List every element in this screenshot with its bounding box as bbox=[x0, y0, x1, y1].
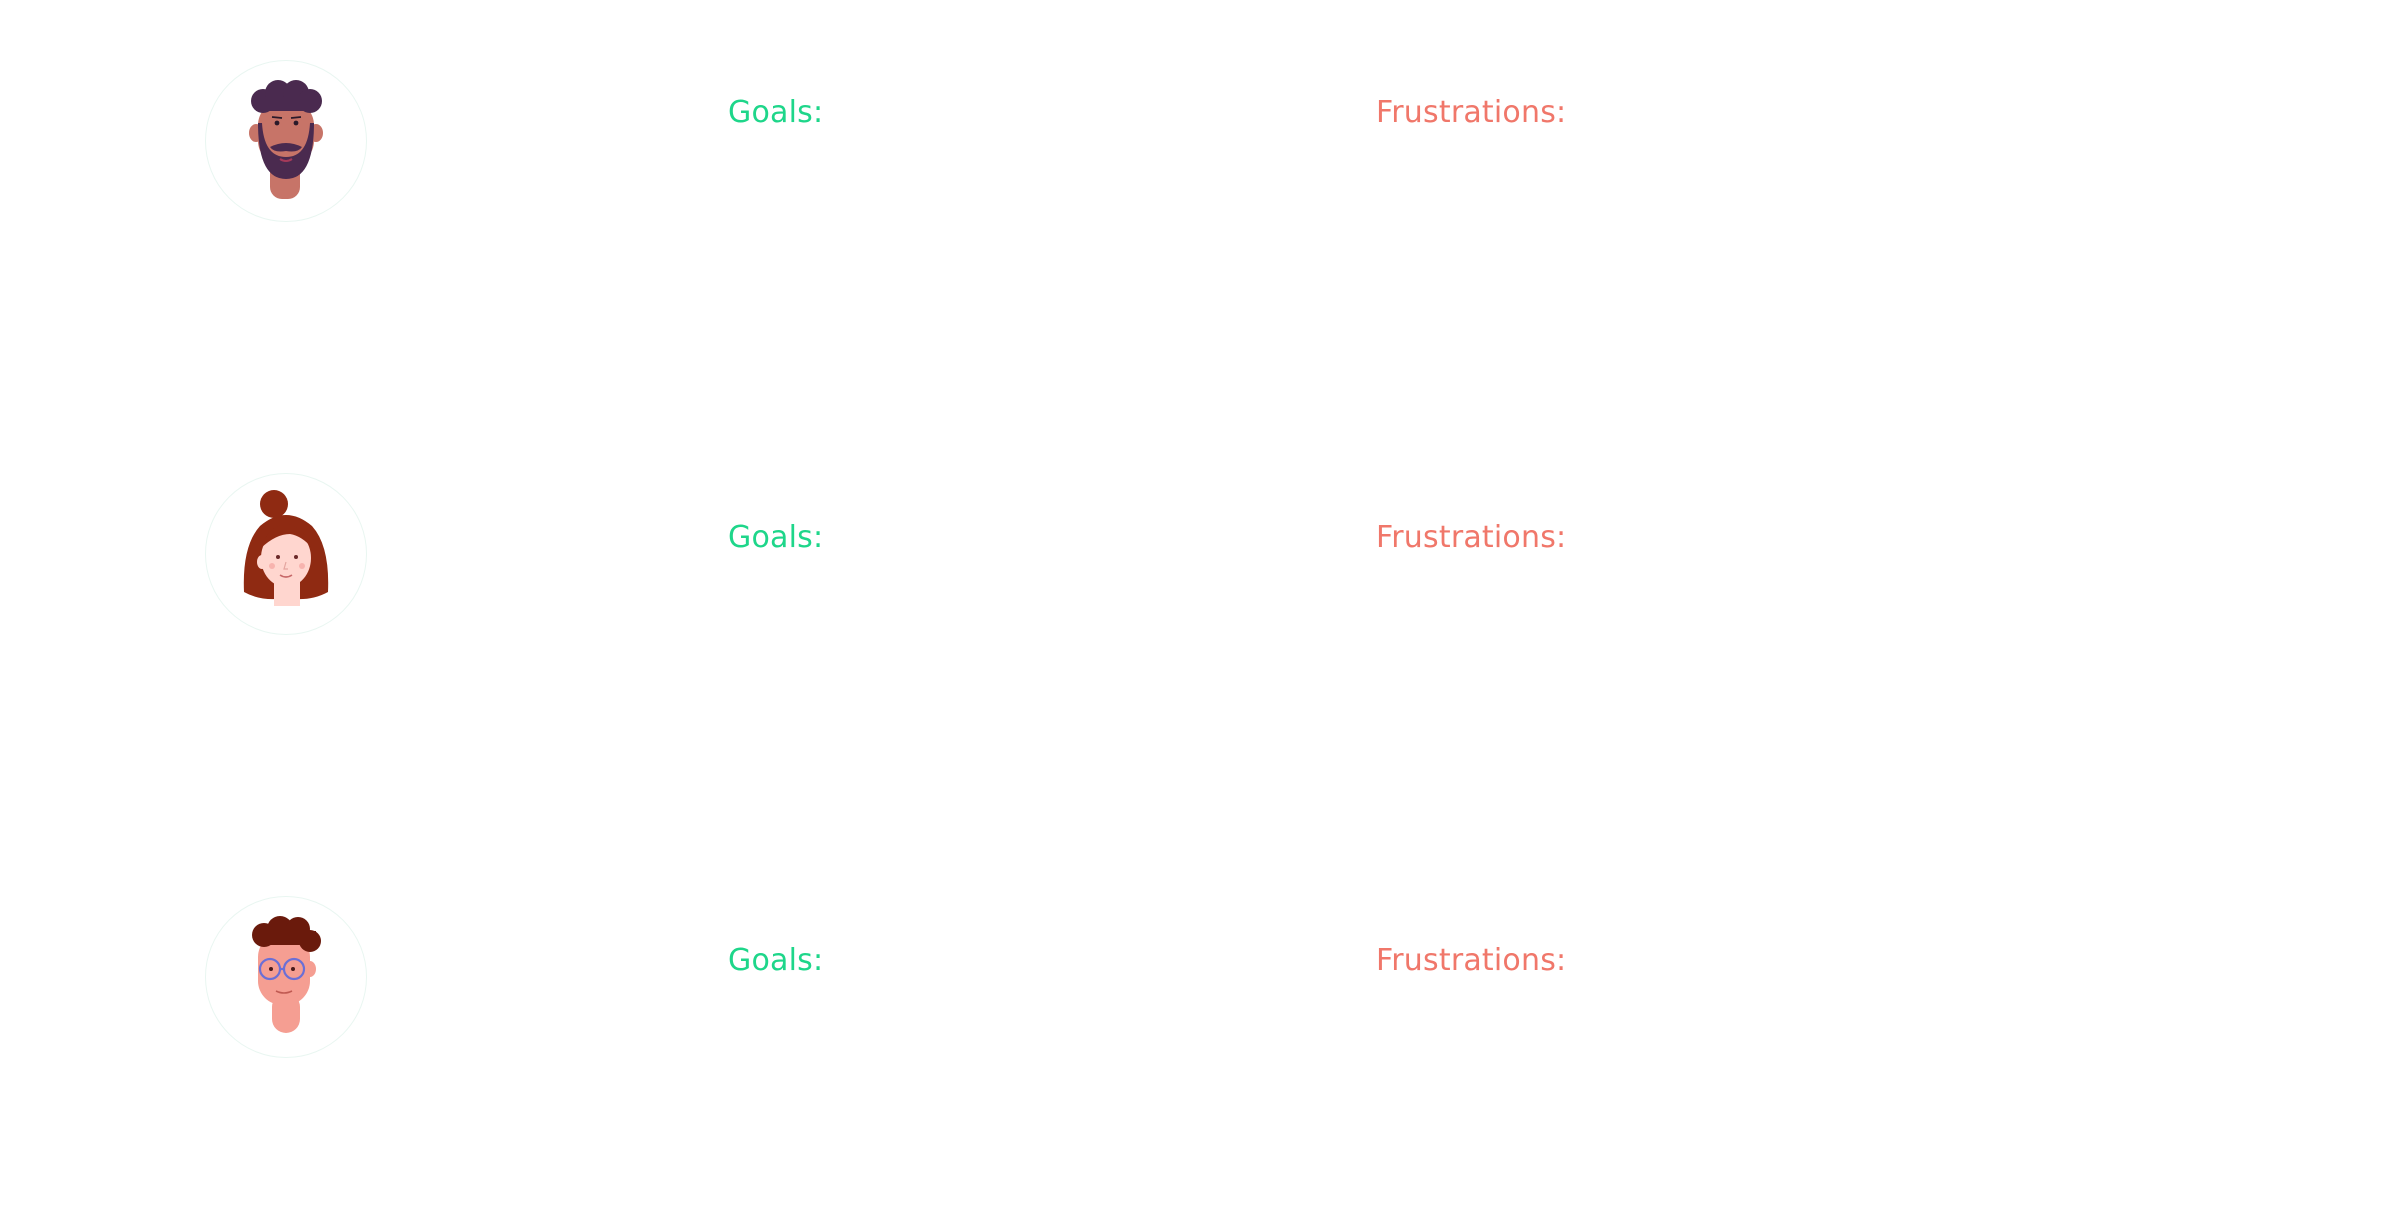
persona-row-1: Goals: Frustrations: bbox=[0, 40, 2398, 280]
frustrations-label: Frustrations: bbox=[1376, 943, 1567, 978]
frustrations-label: Frustrations: bbox=[1376, 95, 1567, 130]
avatar-illustration-3 bbox=[252, 916, 321, 1033]
goals-label: Goals: bbox=[728, 95, 824, 130]
persona-row-2: Goals: Frustrations: bbox=[0, 465, 2398, 705]
persona-row-3: Goals: Frustrations: bbox=[0, 888, 2398, 1128]
man-with-glasses-avatar-icon bbox=[205, 896, 367, 1058]
avatar-illustration-1 bbox=[249, 80, 323, 199]
frustrations-label: Frustrations: bbox=[1376, 520, 1567, 555]
avatar-illustration-2 bbox=[243, 490, 329, 606]
goals-label: Goals: bbox=[728, 943, 824, 978]
red-haired-woman-avatar-icon bbox=[205, 473, 367, 635]
bearded-man-avatar-icon bbox=[205, 60, 367, 222]
goals-label: Goals: bbox=[728, 520, 824, 555]
